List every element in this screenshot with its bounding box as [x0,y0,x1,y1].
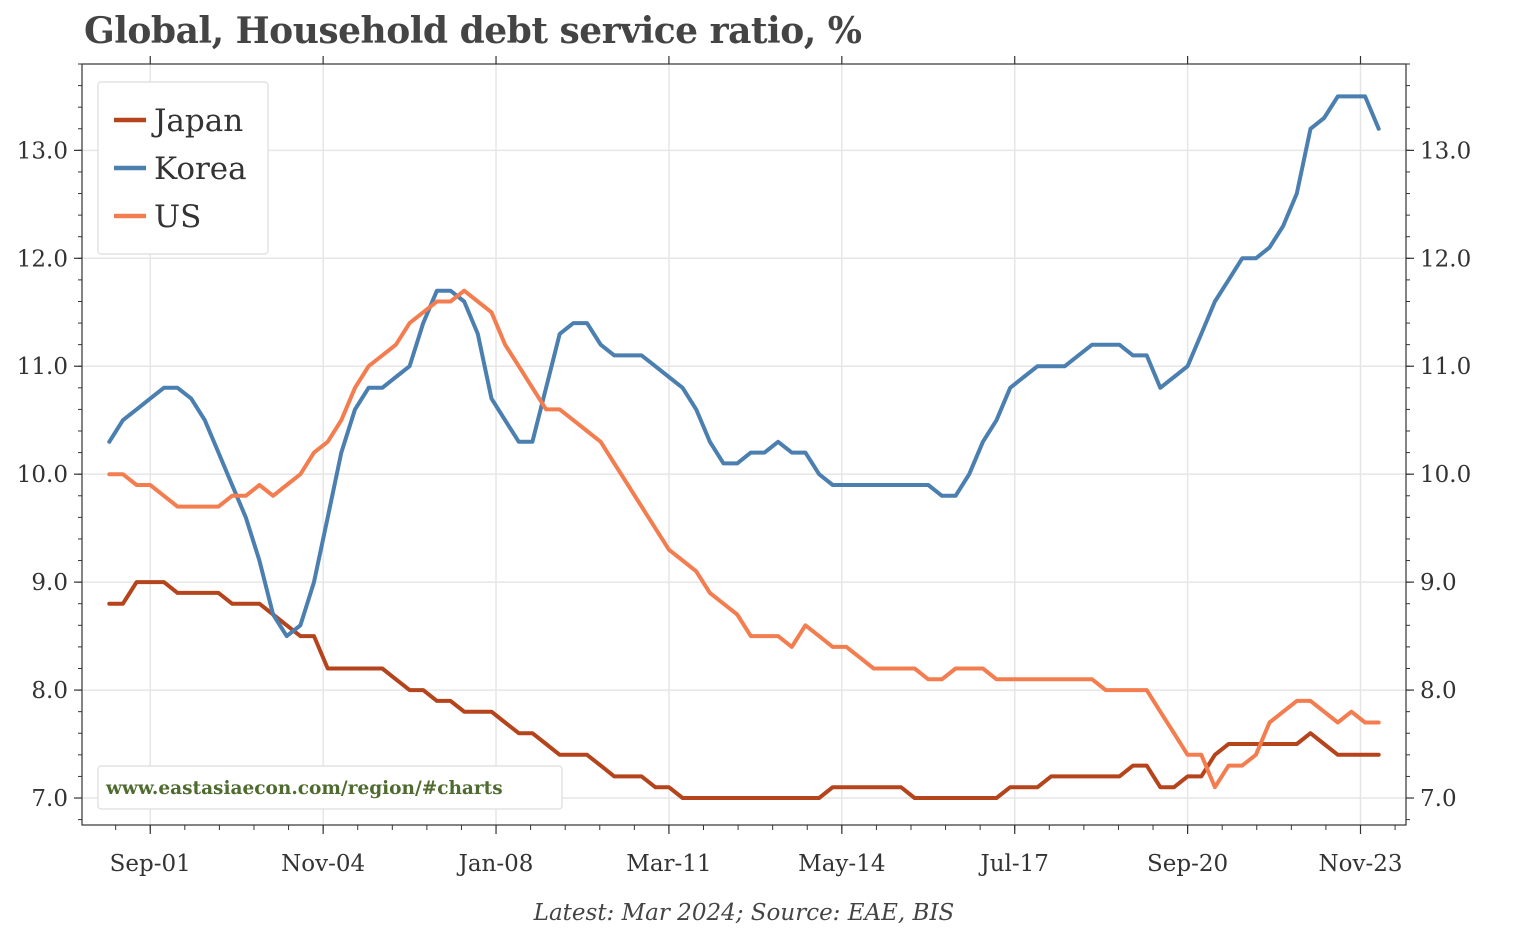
x-tick-label: Sep-20 [1147,851,1228,877]
chart-title: Global, Household debt service ratio, % [84,10,862,52]
axes: 7.0 7.0 8.0 8.0 9.0 9.0 10.0 10.0 11.0 11.0 12.0 12… [17,56,1471,877]
y-tick-label-left: 8.0 [31,678,68,704]
legend-label: US [154,199,201,235]
y-tick-label-left: 7.0 [31,786,68,812]
series-line-japan [107,580,1381,800]
x-tick-label: Nov-23 [1318,851,1402,877]
y-tick-label-left: 9.0 [31,570,68,596]
y-tick-label-right: 12.0 [1420,246,1471,272]
y-tick-label-right: 11.0 [1420,354,1471,380]
series-lines [107,94,1381,800]
watermark-text: www.eastasiaecon.com/region/#charts [105,778,503,799]
y-tick-label-right: 9.0 [1420,570,1457,596]
y-tick-label-right: 7.0 [1420,786,1457,812]
grid-lines [82,64,1406,825]
annotations: www.eastasiaecon.com/region/#charts Lates… [97,765,955,926]
x-tick-label: Jan-08 [457,851,534,877]
legend: Japan Korea US [97,81,269,255]
watermark-box [97,765,563,810]
y-tick-label-left: 11.0 [17,354,68,380]
legend-label: Korea [154,151,247,187]
legend-label: Japan [151,103,243,139]
plot-area-frame [81,63,1407,826]
source-note: Latest: Mar 2024; Source: EAE, BIS [533,900,955,926]
x-tick-label: May-14 [798,851,885,877]
y-tick-label-right: 13.0 [1420,138,1471,164]
y-tick-label-left: 12.0 [17,246,68,272]
x-tick-label: Jul-17 [978,851,1048,877]
x-tick-label: Nov-04 [281,851,365,877]
series-line-us [107,288,1381,790]
y-tick-label-right: 8.0 [1420,678,1457,704]
series-line-korea [107,94,1381,639]
x-tick-label: Sep-01 [110,851,191,877]
y-tick-label-left: 13.0 [17,138,68,164]
y-tick-label-right: 10.0 [1420,462,1471,488]
x-tick-label: Mar-11 [626,851,711,877]
y-tick-label-left: 10.0 [17,462,68,488]
legend-box [97,81,269,255]
